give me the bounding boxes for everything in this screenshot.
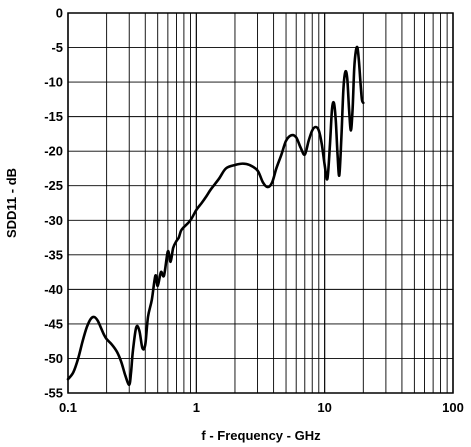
y-tick-label: -55: [44, 386, 63, 401]
y-tick-label: -25: [44, 178, 63, 193]
x-tick-label: 10: [317, 400, 331, 415]
y-tick-label: -10: [44, 75, 63, 90]
y-tick-label: -15: [44, 109, 63, 124]
series-line-sdd11: [66, 45, 365, 387]
y-tick-labels: 0 -5 -10 -15 -20 -25 -30 -35 -40 -45 -50 -55: [44, 6, 63, 401]
y-tick-label: -20: [44, 144, 63, 159]
x-tick-labels: 0.1 1 10 100: [59, 400, 464, 415]
x-tick-label: 1: [193, 400, 200, 415]
y-tick-label: -45: [44, 316, 63, 331]
grid: [67, 12, 454, 394]
y-tick-label: -35: [44, 247, 63, 262]
x-axis-label: f - Frequency - GHz: [201, 428, 321, 443]
x-tick-label: 100: [442, 400, 464, 415]
plot-frame: [67, 12, 454, 394]
y-tick-label: -30: [44, 213, 63, 228]
y-tick-label: -5: [51, 40, 63, 55]
y-tick-label: -50: [44, 351, 63, 366]
y-axis-label: SDD11 - dB: [4, 168, 19, 238]
x-tick-label: 0.1: [59, 400, 77, 415]
y-tick-label: 0: [56, 6, 63, 21]
y-tick-label: -40: [44, 282, 63, 297]
